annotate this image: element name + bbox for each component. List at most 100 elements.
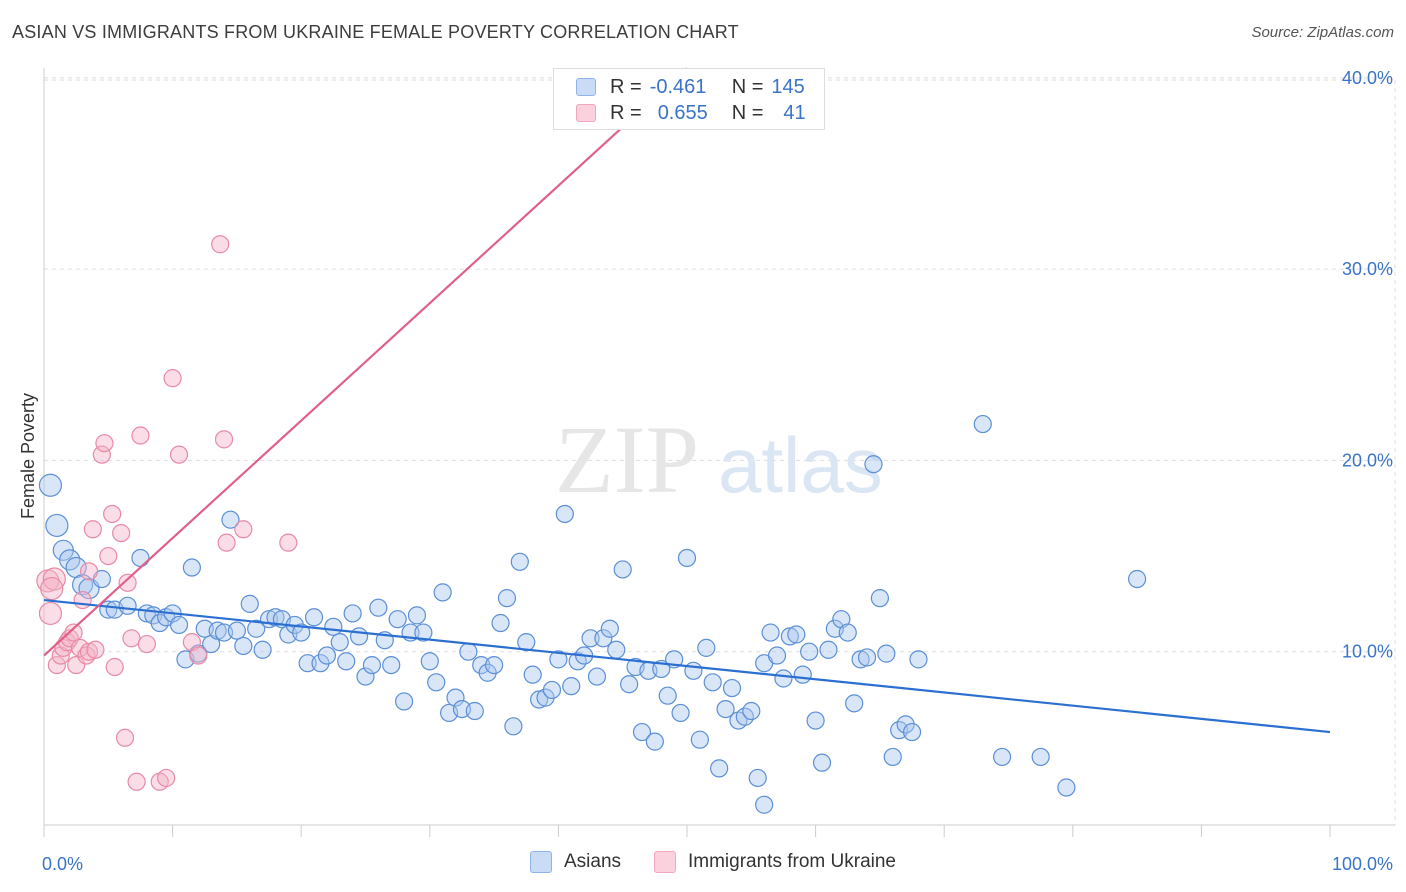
asians-point: [555, 504, 574, 524]
legend-n-label: N =: [731, 75, 764, 98]
ukraine-point: [189, 646, 208, 665]
asians-point: [118, 596, 137, 615]
asians-point: [632, 722, 652, 742]
asians-point: [337, 652, 356, 671]
tick-labels: 10.0% 20.0% 30.0% 40.0% 0.0% 100.0%: [42, 68, 1393, 874]
legend-swatch-ukraine: [576, 104, 596, 122]
ukraine-point: [42, 567, 66, 591]
asians-point: [491, 613, 510, 633]
asians-point: [530, 690, 549, 709]
asians-point: [838, 623, 857, 642]
watermark: ZIP atlas: [555, 406, 883, 513]
asians-point: [497, 589, 517, 608]
asians-point: [427, 673, 446, 692]
asians-point: [317, 646, 337, 665]
asians-point: [45, 513, 69, 538]
asians-point: [870, 589, 890, 608]
asians-point: [266, 608, 285, 627]
asians-point: [703, 673, 722, 692]
series-legend-asians: Asians: [530, 851, 621, 873]
asians-point: [298, 654, 317, 673]
ukraine-point: [83, 520, 102, 539]
asians-point: [767, 646, 787, 665]
series-legend: Asians Immigrants from Ukraine: [0, 851, 1406, 879]
series-ukraine-points: [36, 235, 298, 791]
y-axis-title: Female Poverty: [18, 393, 38, 519]
chart-title: ASIAN VS IMMIGRANTS FROM UKRAINE FEMALE …: [12, 22, 739, 42]
chart-source: Source: ZipAtlas.com: [1251, 24, 1394, 41]
asians-point: [793, 665, 812, 684]
ukraine-point: [40, 576, 64, 601]
asians-point: [690, 730, 709, 749]
series-legend-ukraine: Immigrants from Ukraine: [654, 851, 896, 873]
asians-point: [504, 717, 523, 736]
asians-point: [349, 627, 369, 646]
ukraine-trend-line: [43, 67, 688, 657]
asians-point: [800, 642, 819, 661]
asians-point: [208, 621, 227, 640]
asians-point: [645, 732, 664, 751]
asians-point: [973, 414, 992, 434]
asians-point: [253, 640, 272, 659]
ukraine-point: [38, 601, 63, 626]
asians-point: [883, 747, 902, 767]
ukraine-point: [214, 430, 234, 449]
axes: [43, 68, 1395, 837]
asians-point: [388, 610, 407, 629]
asians-point: [446, 688, 465, 707]
x-tick-label-max: 100.0%: [1332, 854, 1393, 874]
asians-trend-line: [43, 598, 1331, 734]
asians-point: [812, 753, 832, 772]
legend-r-value: 0.655: [657, 101, 708, 124]
asians-point: [459, 642, 478, 661]
asians-point: [845, 694, 864, 713]
watermark-zip: ZIP: [555, 406, 699, 513]
ukraine-point: [99, 546, 118, 566]
asians-point: [356, 667, 375, 686]
trend-lines: [43, 67, 1331, 734]
ukraine-point: [86, 640, 105, 659]
legend-r-value: -0.461: [649, 75, 707, 98]
asians-point: [620, 675, 639, 694]
asians-point: [465, 701, 484, 721]
ukraine-point: [112, 523, 131, 543]
asians-point: [292, 623, 311, 642]
ukraine-point: [95, 434, 114, 453]
asians-point: [562, 677, 581, 696]
asians-point: [324, 617, 343, 636]
asians-point: [716, 699, 735, 719]
asians-point: [864, 455, 883, 474]
ukraine-point: [79, 562, 99, 581]
legend-r-label: R =: [610, 101, 642, 124]
asians-point: [304, 608, 324, 627]
asians-point: [330, 633, 349, 652]
ukraine-point: [122, 629, 141, 648]
asians-point: [722, 678, 742, 698]
asians-point: [857, 648, 877, 667]
ukraine-point: [279, 533, 298, 552]
ukraine-point: [163, 369, 182, 388]
ukraine-point: [79, 642, 99, 661]
asians-point: [394, 692, 414, 711]
watermark-atlas: atlas: [718, 421, 883, 509]
ukraine-point: [47, 655, 66, 675]
asians-point: [594, 629, 613, 648]
asians-point: [755, 795, 774, 814]
ukraine-point: [115, 728, 135, 747]
asians-point: [523, 665, 542, 684]
asians-point: [710, 759, 729, 778]
asians-point: [742, 701, 761, 721]
ukraine-point: [105, 657, 124, 677]
asians-point: [131, 548, 150, 568]
legend-r-label: R =: [610, 75, 642, 98]
asians-point: [169, 615, 189, 635]
asians-point: [658, 686, 677, 705]
asians-point: [613, 560, 632, 579]
asians-point: [697, 638, 716, 657]
asians-point: [581, 629, 600, 648]
asians-point: [1127, 569, 1147, 589]
ukraine-point: [127, 772, 146, 791]
asians-point: [343, 604, 362, 623]
asians-point: [787, 625, 806, 644]
